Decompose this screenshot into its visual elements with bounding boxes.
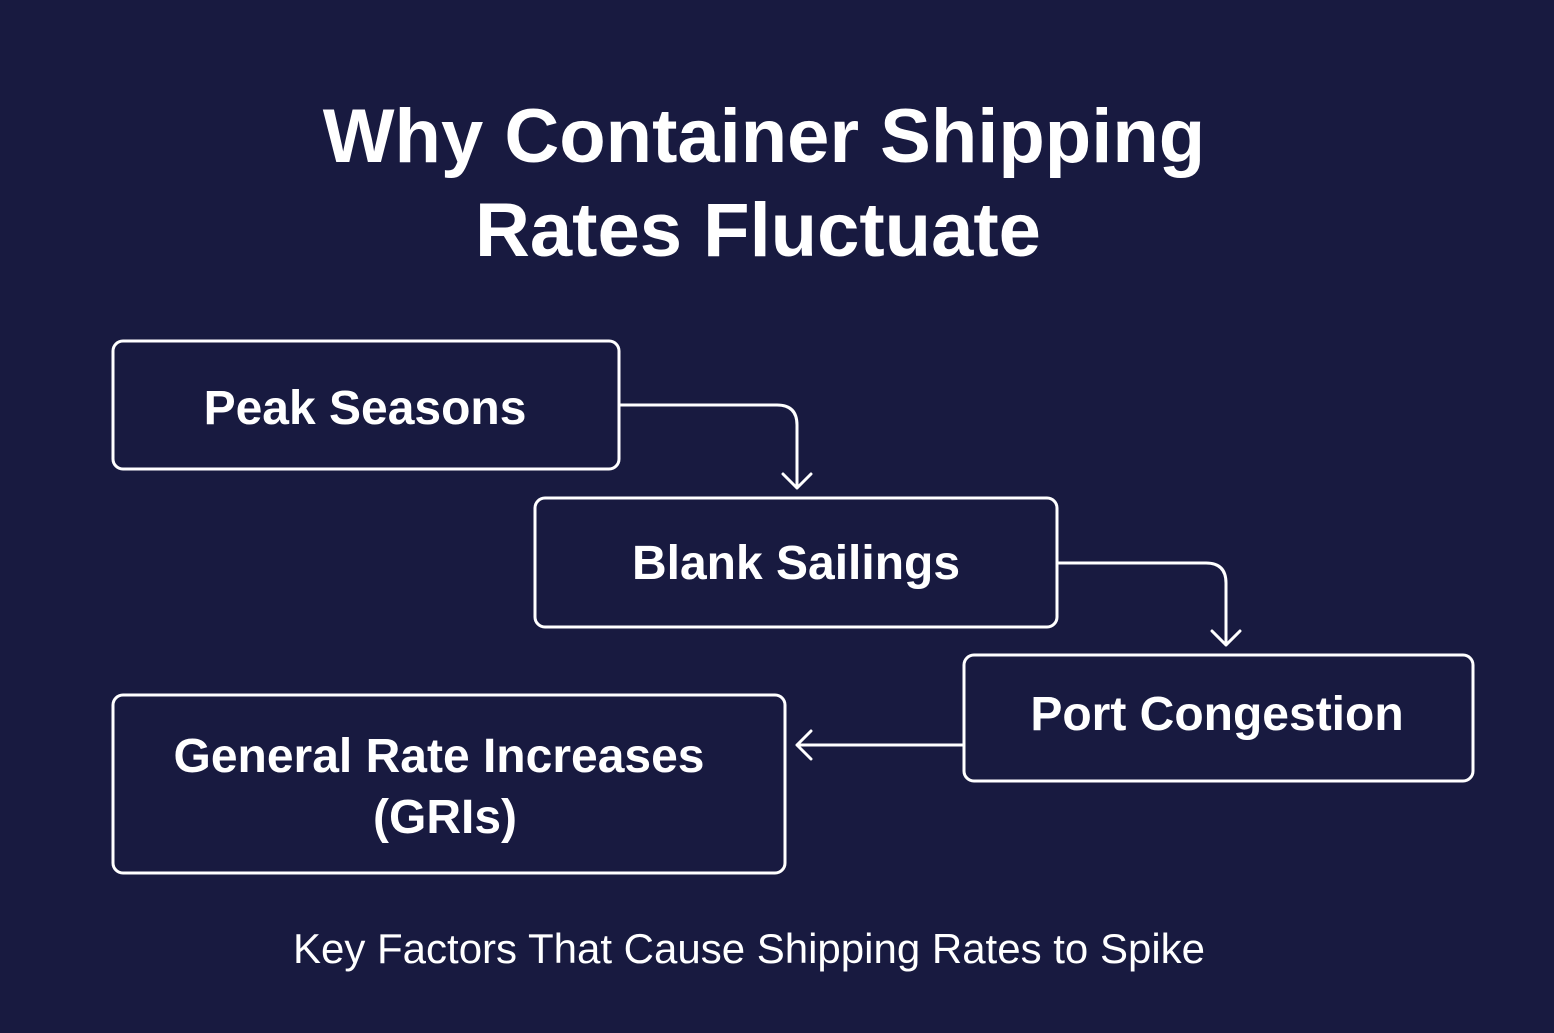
node-label: Peak Seasons: [204, 382, 527, 435]
arrow: [795, 729, 966, 761]
title-line: Why Container Shipping: [323, 94, 1205, 179]
caption: Key Factors That Cause Shipping Rates to…: [293, 925, 1205, 972]
node-label: Port Congestion: [1030, 688, 1403, 741]
node-label: General Rate Increases: [174, 730, 705, 783]
arrow: [1055, 561, 1242, 647]
node-box: [111, 693, 787, 875]
node-box: [962, 653, 1475, 783]
node-label: (GRIs): [373, 791, 517, 844]
title-line: Rates Fluctuate: [475, 188, 1041, 273]
arrow: [617, 403, 813, 490]
node-label: Blank Sailings: [632, 537, 960, 590]
